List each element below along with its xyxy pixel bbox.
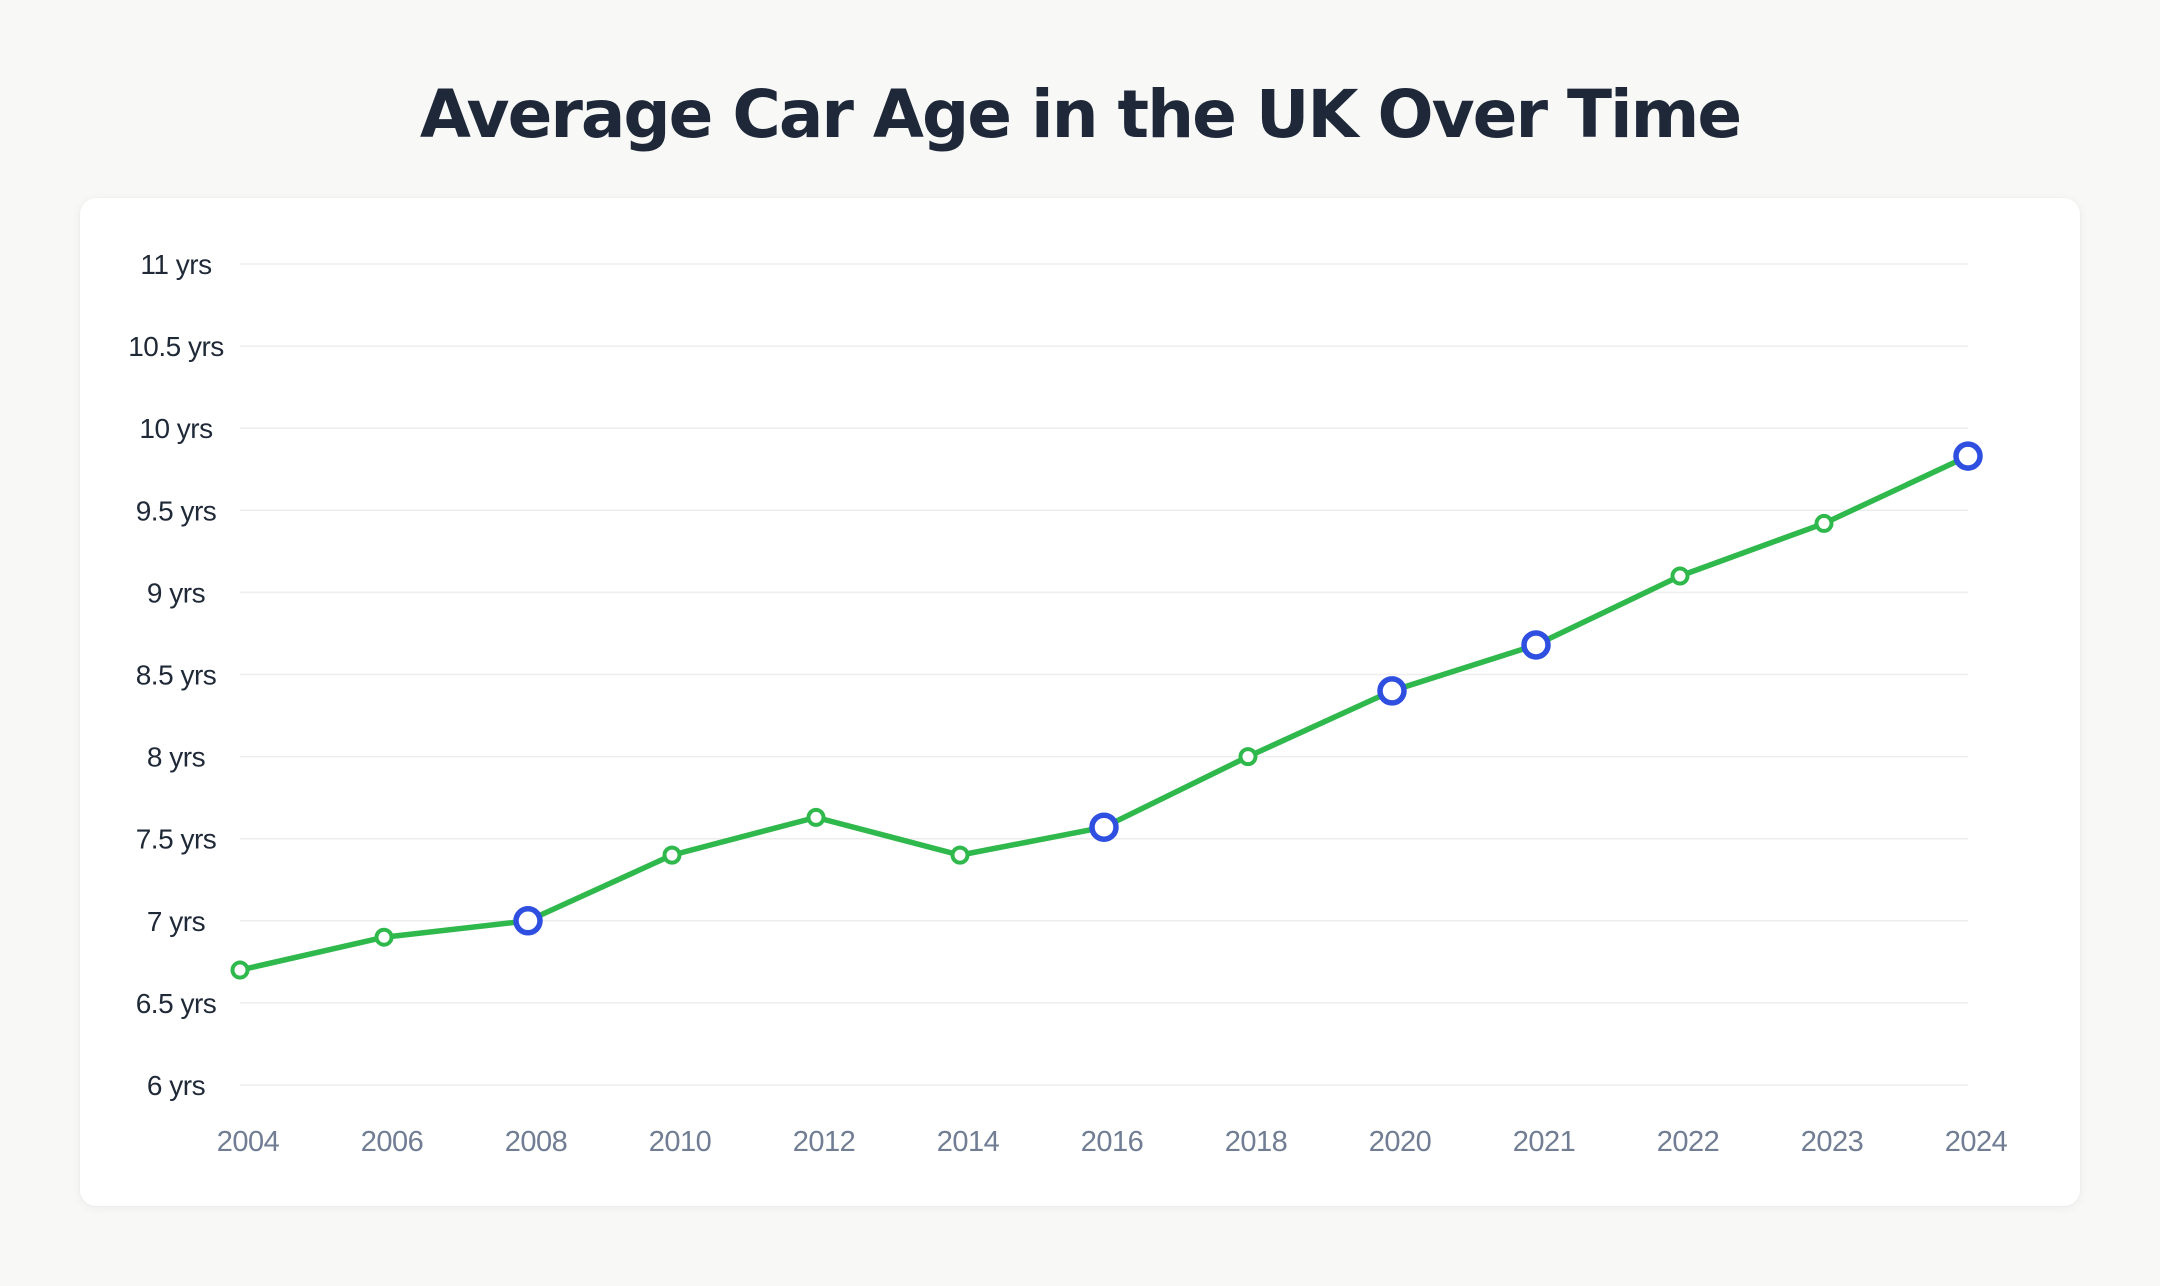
data-point[interactable]	[950, 845, 970, 865]
y-tick-label: 9.5 yrs	[136, 495, 217, 526]
series-line	[237, 453, 1971, 973]
x-tick-label: 2023	[1801, 1126, 1864, 1158]
x-tick-label: 2006	[361, 1126, 424, 1158]
chart-card: 11 yrs 10.5 yrs 10 yrs 9.5 yrs 9 yrs 8.5 yrs 8…	[80, 198, 2080, 1206]
x-tick-label: 2014	[937, 1126, 1000, 1158]
y-tick-label: 8 yrs	[147, 742, 205, 773]
y-tick-label: 9 yrs	[147, 577, 205, 608]
y-tick-label: 6.5 yrs	[136, 988, 217, 1019]
data-point[interactable]	[1238, 747, 1258, 767]
x-tick-label: 2018	[1225, 1126, 1288, 1158]
series	[237, 453, 1971, 973]
highlighted-data-point[interactable]	[513, 906, 543, 936]
gridlines	[240, 263, 1968, 1086]
y-tick-label: 8.5 yrs	[136, 660, 217, 691]
y-tick-label: 10.5 yrs	[128, 331, 224, 362]
x-tick-label: 2020	[1369, 1126, 1432, 1158]
x-tick-label: 2010	[649, 1126, 712, 1158]
data-point[interactable]	[230, 960, 250, 980]
x-tick-label: 2022	[1657, 1126, 1720, 1158]
y-tick-label: 7 yrs	[147, 906, 205, 937]
y-tick-label: 7.5 yrs	[136, 824, 217, 855]
data-points	[230, 441, 1983, 980]
data-point[interactable]	[374, 927, 394, 947]
x-tick-label: 2008	[505, 1126, 568, 1158]
data-point[interactable]	[1670, 566, 1690, 586]
y-axis-tick-labels: 11 yrs 10.5 yrs 10 yrs 9.5 yrs 9 yrs 8.5 yrs 8…	[128, 249, 224, 1101]
x-tick-label: 2024	[1945, 1126, 2008, 1158]
data-point[interactable]	[1814, 513, 1834, 533]
y-tick-label: 10 yrs	[139, 413, 212, 444]
line-chart: 11 yrs 10.5 yrs 10 yrs 9.5 yrs 9 yrs 8.5 yrs 8…	[128, 249, 2008, 1158]
data-point[interactable]	[662, 845, 682, 865]
x-axis-tick-labels: 2004 2006 2008 2010 2012 2014 2016 2018 2020 2021…	[217, 1126, 2008, 1158]
highlighted-data-point[interactable]	[1089, 812, 1119, 842]
highlighted-data-point[interactable]	[1377, 676, 1407, 706]
x-tick-label: 2012	[793, 1126, 856, 1158]
data-point[interactable]	[806, 807, 826, 827]
x-tick-label: 2021	[1513, 1126, 1576, 1158]
highlighted-data-point[interactable]	[1953, 441, 1983, 471]
y-tick-label: 6 yrs	[147, 1070, 205, 1101]
x-tick-label: 2004	[217, 1126, 280, 1158]
y-tick-label: 11 yrs	[140, 249, 211, 280]
chart-title: Average Car Age in the UK Over Time	[419, 76, 1742, 153]
highlighted-data-point[interactable]	[1521, 630, 1551, 660]
x-tick-label: 2016	[1081, 1126, 1144, 1158]
